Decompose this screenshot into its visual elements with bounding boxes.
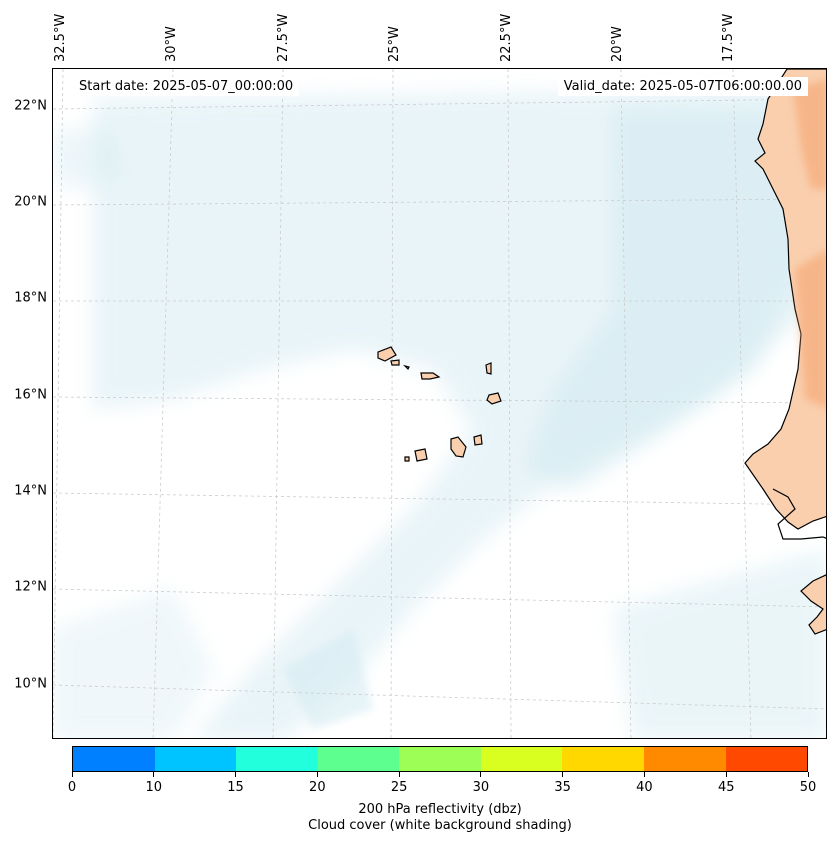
colorbar-tick-label: 30: [472, 780, 490, 795]
lat-label-14n: 14°N: [14, 483, 47, 499]
land-africa: [744, 69, 826, 530]
colorbar-tick: [153, 772, 155, 777]
lat-label-18n: 18°N: [14, 290, 47, 306]
map-panel: Start date: 2025-05-07_00:00:00 Valid_da…: [52, 68, 827, 739]
land-africa-interior: [793, 79, 826, 409]
colorbar-tick-label: 15: [227, 780, 244, 795]
colorbar-segment: [399, 747, 481, 771]
colorbar-tick-label: 45: [717, 780, 735, 795]
colorbar-tick: [235, 772, 237, 777]
lon-label-20w: 20°W: [610, 26, 625, 62]
lon-label-22-5w: 22.5°W: [499, 13, 514, 62]
colorbar-tick-label: 40: [636, 780, 653, 795]
lat-label-10n: 10°N: [14, 676, 47, 692]
colorbar-segment: [562, 747, 644, 771]
start-date-label: Start date: 2025-05-07_00:00:00: [73, 77, 300, 96]
colorbar-tick-label: 25: [390, 780, 408, 795]
colorbar-tick: [480, 772, 482, 777]
lon-label-25w: 25°W: [387, 26, 402, 62]
lat-label-12n: 12°N: [14, 579, 47, 595]
colorbar-tick-label: 10: [145, 780, 163, 795]
colorbar-subtitle: Cloud cover (white background shading): [308, 818, 572, 833]
colorbar-segment: [317, 747, 400, 771]
cloud-cover-shading: [53, 89, 826, 738]
colorbar-segment: [725, 747, 808, 771]
lon-label-30w: 30°W: [164, 26, 179, 62]
lat-label-22n: 22°N: [14, 98, 47, 114]
lon-label-27-5w: 27.5°W: [276, 13, 291, 62]
lat-label-20n: 20°N: [14, 194, 47, 210]
colorbar-tick-label: 20: [309, 780, 326, 795]
colorbar-tick-label: 0: [67, 780, 77, 795]
colorbar-tick: [398, 772, 400, 777]
colorbar-segment: [73, 747, 155, 771]
lat-label-16n: 16°N: [14, 387, 47, 403]
colorbar-tick: [643, 772, 645, 777]
graticule: [53, 69, 826, 738]
map-canvas: [53, 69, 826, 738]
valid-date-label: Valid_date: 2025-05-07T06:00:00.00: [557, 77, 808, 96]
colorbar-tick: [807, 772, 809, 777]
lon-label-17-5w: 17.5°W: [721, 13, 736, 62]
colorbar-tick: [316, 772, 318, 777]
colorbar-segment: [154, 747, 237, 771]
guinea-bissau-coast: [800, 574, 826, 635]
colorbar-tick: [71, 772, 73, 777]
colorbar-segment: [643, 747, 726, 771]
reflectivity-colorbar: [72, 746, 808, 772]
colorbar-tick-label: 50: [799, 780, 817, 795]
colorbar-tick-label: 35: [554, 780, 571, 795]
colorbar-segment: [480, 747, 563, 771]
gambia-coast: [772, 488, 826, 540]
lon-label-32-5w: 32.5°W: [53, 13, 68, 62]
colorbar-title: 200 hPa reflectivity (dbz): [358, 802, 522, 817]
colorbar-tick: [562, 772, 564, 777]
cape-verde-islands: [377, 346, 502, 462]
colorbar-segment: [236, 747, 318, 771]
colorbar-tick: [725, 772, 727, 777]
